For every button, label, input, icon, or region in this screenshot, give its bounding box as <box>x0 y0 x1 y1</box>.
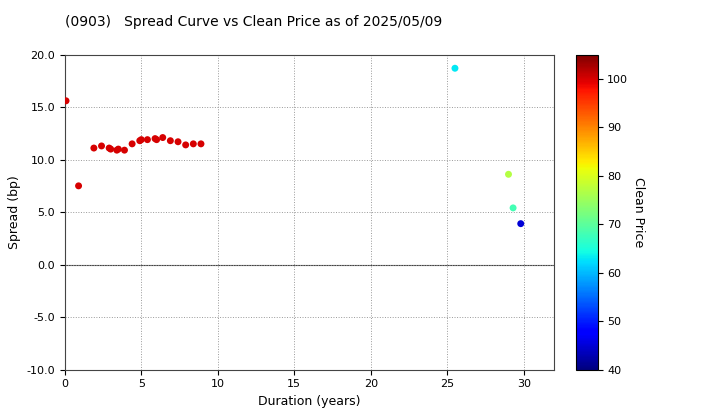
Point <box>515 220 526 227</box>
Y-axis label: Clean Price: Clean Price <box>632 177 645 247</box>
Point <box>508 205 519 211</box>
Point <box>127 140 138 147</box>
Point <box>104 144 115 151</box>
Point <box>88 144 99 151</box>
Point <box>180 142 192 148</box>
Point <box>135 136 147 143</box>
Point <box>111 147 122 153</box>
Point <box>149 135 161 142</box>
Point <box>134 137 145 144</box>
Point <box>112 146 124 152</box>
Point <box>172 138 184 145</box>
Point <box>151 136 163 143</box>
Point <box>165 137 176 144</box>
Point <box>157 134 168 141</box>
Point <box>142 136 153 143</box>
Point <box>449 65 461 71</box>
Point <box>119 147 130 153</box>
Point <box>105 146 117 152</box>
Point <box>195 140 207 147</box>
Text: (0903)   Spread Curve vs Clean Price as of 2025/05/09: (0903) Spread Curve vs Clean Price as of… <box>65 16 442 29</box>
Y-axis label: Spread (bp): Spread (bp) <box>8 175 21 249</box>
Point <box>187 140 199 147</box>
X-axis label: Duration (years): Duration (years) <box>258 395 361 408</box>
Point <box>503 171 514 178</box>
Point <box>60 97 72 104</box>
Point <box>96 142 107 149</box>
Point <box>73 182 84 189</box>
